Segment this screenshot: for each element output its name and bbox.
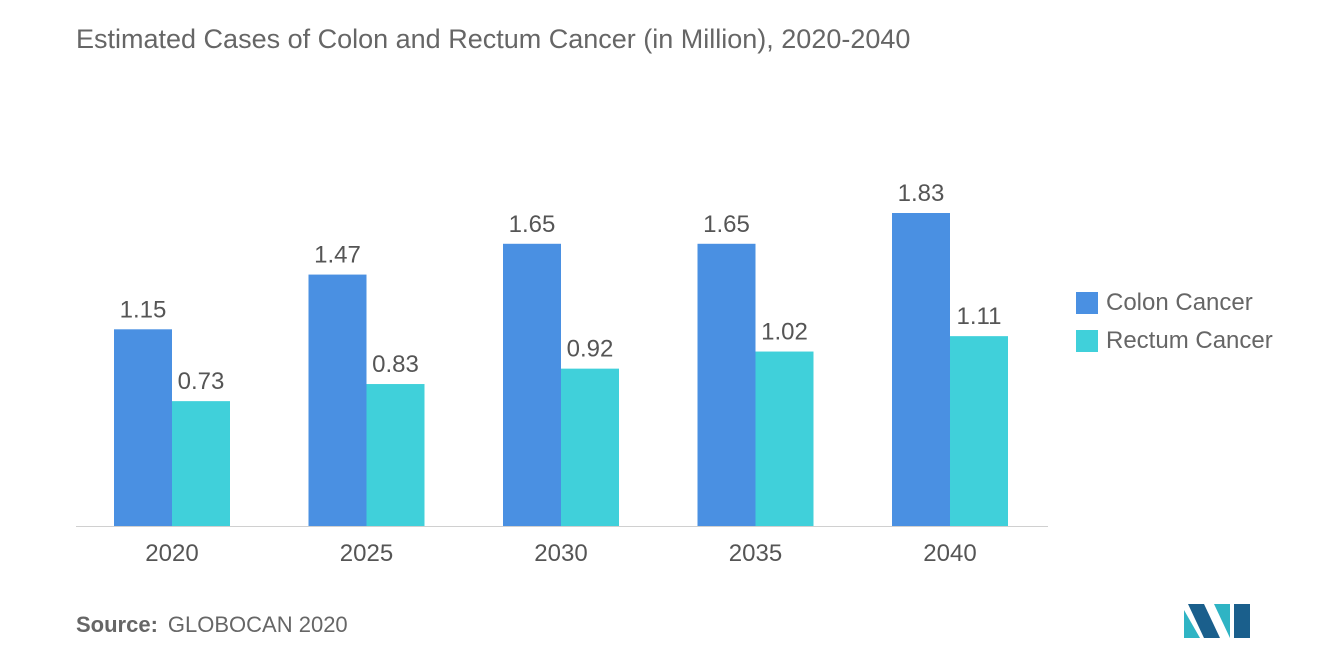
legend-swatch-colon — [1076, 292, 1098, 314]
data-label-rectum-2035: 1.02 — [761, 319, 808, 346]
bar-rectum-2025 — [366, 384, 425, 526]
legend-swatch-rectum — [1076, 330, 1098, 352]
data-label-colon-2035: 1.65 — [703, 211, 750, 238]
bar-rectum-2030 — [561, 368, 619, 526]
data-label-colon-2040: 1.83 — [898, 180, 945, 207]
source-label: Source: — [76, 612, 158, 637]
legend-label-colon: Colon Cancer — [1106, 289, 1253, 316]
source-text: GLOBOCAN 2020 — [167, 612, 348, 637]
legend-item-colon: Colon Cancer — [1076, 284, 1273, 322]
x-tick-label-2025: 2025 — [340, 540, 393, 567]
source-note: Source: GLOBOCAN 2020 — [76, 612, 348, 638]
x-tick-label-2040: 2040 — [923, 540, 976, 567]
data-label-rectum-2030: 0.92 — [567, 336, 614, 363]
data-label-rectum-2025: 0.83 — [372, 351, 419, 378]
bar-rectum-2020 — [172, 401, 230, 526]
data-label-colon-2020: 1.15 — [120, 296, 167, 323]
bar-colon-2035 — [697, 243, 756, 527]
data-label-rectum-2040: 1.11 — [957, 303, 1002, 330]
data-label-rectum-2020: 0.73 — [178, 368, 225, 395]
bar-rectum-2040 — [950, 336, 1008, 526]
x-tick-label-2020: 2020 — [145, 540, 198, 567]
bar-rectum-2035 — [755, 351, 814, 526]
data-label-colon-2025: 1.47 — [314, 242, 361, 269]
chart-title: Estimated Cases of Colon and Rectum Canc… — [76, 24, 911, 54]
bar-colon-2040 — [892, 213, 950, 526]
brand-logo — [1184, 604, 1250, 638]
bar-colon-2030 — [503, 243, 561, 527]
legend-label-rectum: Rectum Cancer — [1106, 327, 1273, 354]
x-tick-label-2030: 2030 — [534, 540, 587, 567]
legend-item-rectum: Rectum Cancer — [1076, 322, 1273, 360]
x-tick-label-2035: 2035 — [729, 540, 782, 567]
data-label-colon-2030: 1.65 — [509, 211, 556, 238]
legend: Colon Cancer Rectum Cancer — [1076, 284, 1273, 360]
bar-colon-2025 — [308, 274, 367, 526]
bar-colon-2020 — [114, 329, 172, 526]
